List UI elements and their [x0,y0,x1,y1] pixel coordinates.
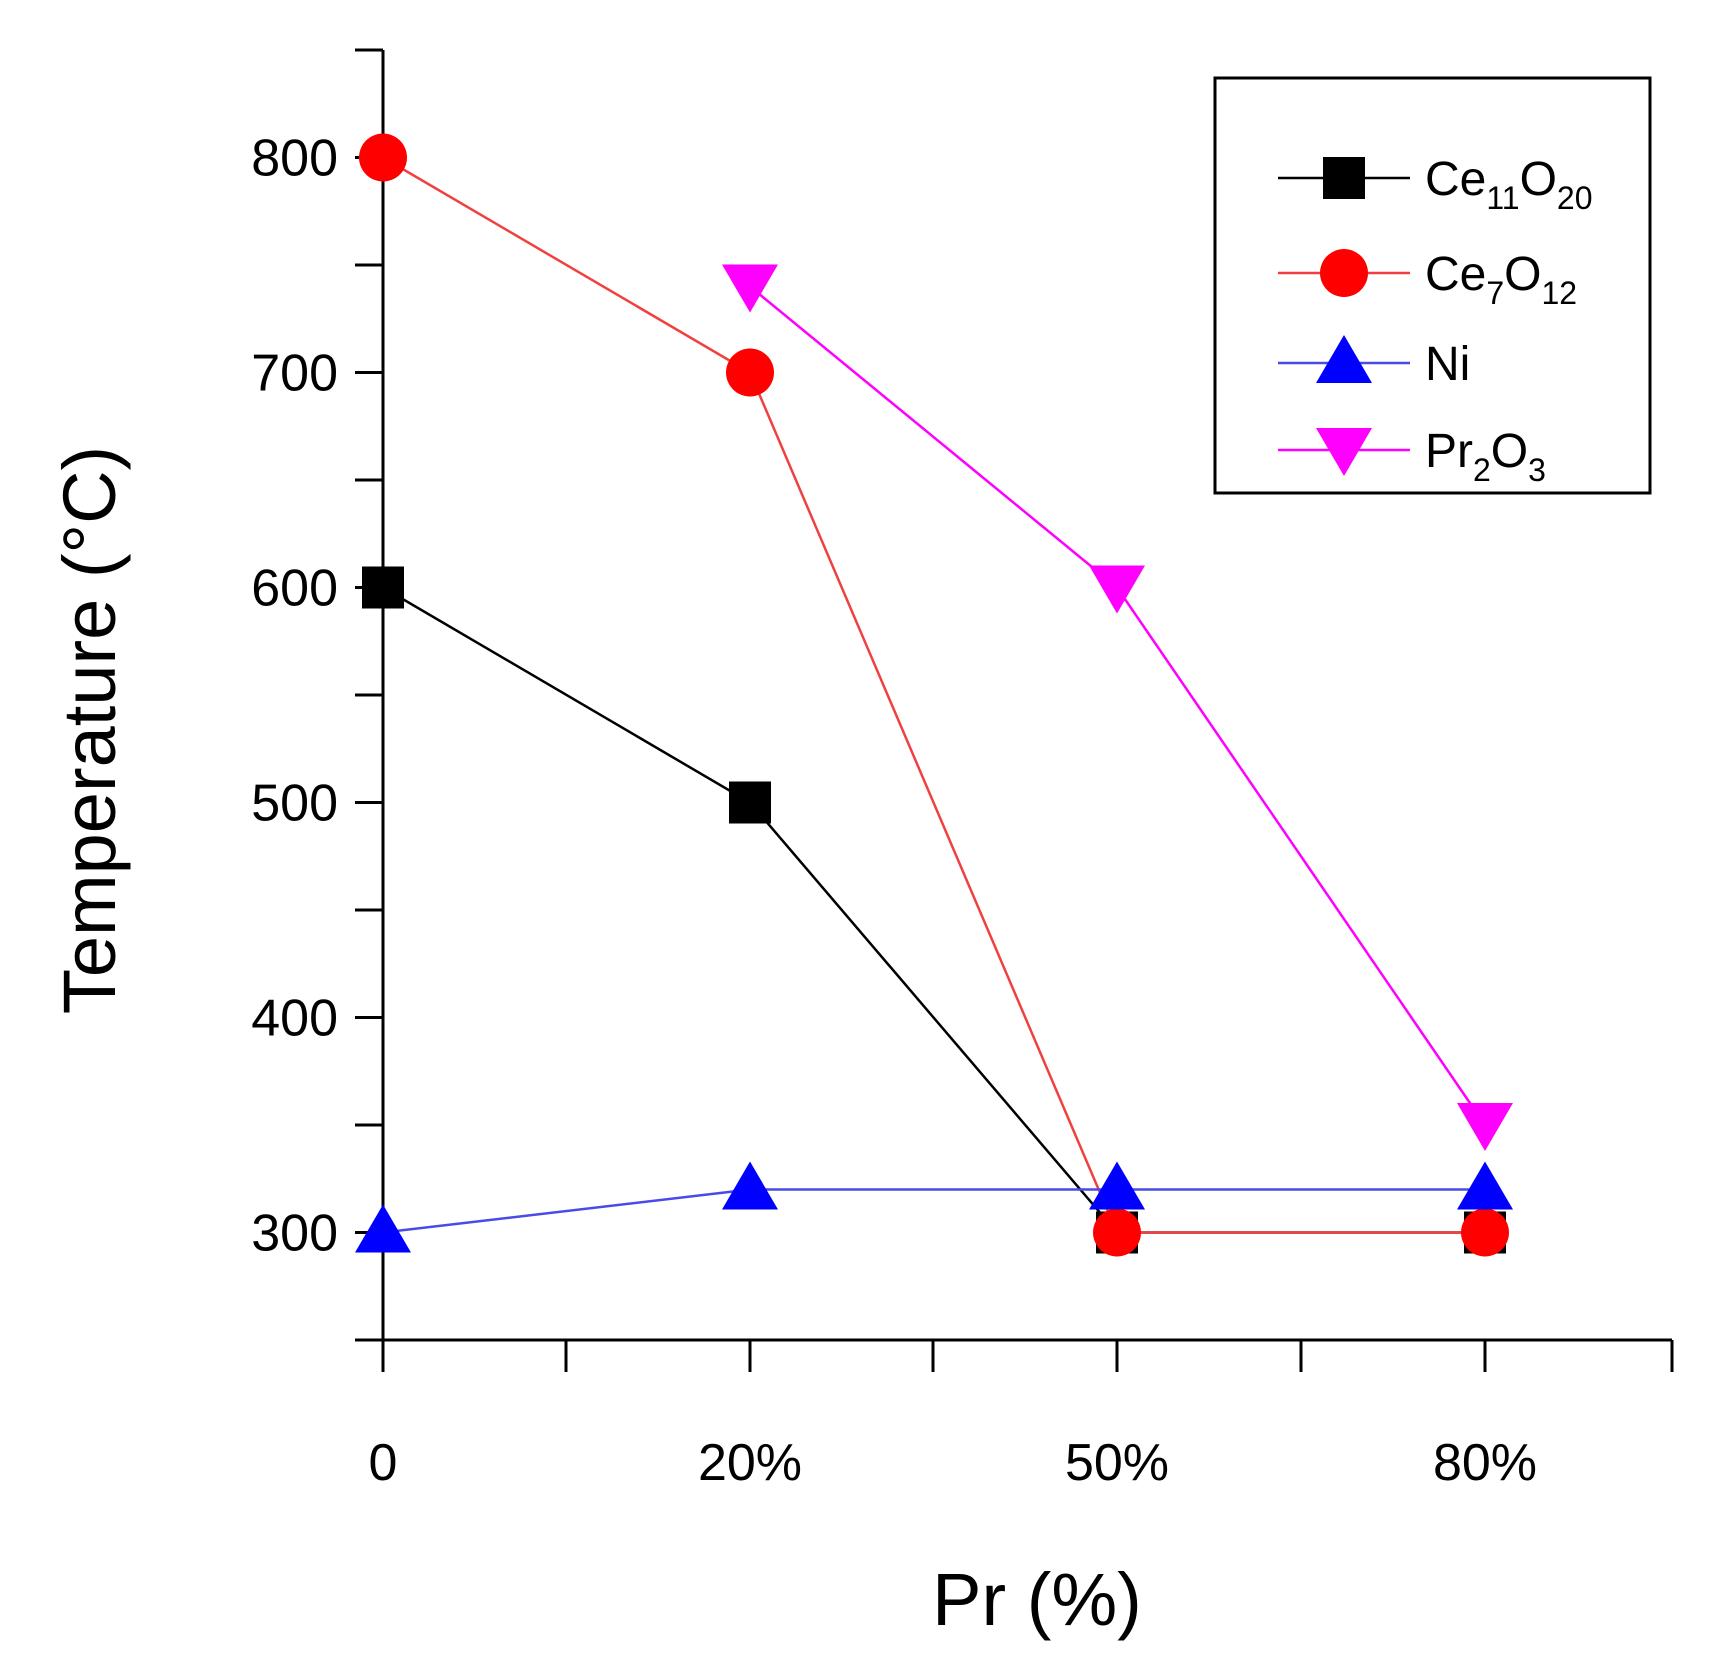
legend-subscript: 2 [1473,452,1491,488]
legend-marker-ni [1316,335,1372,383]
y-tick-label: 300 [251,1205,338,1263]
legend-subscript: 3 [1528,452,1546,488]
y-tick-label: 500 [251,775,338,833]
legend-label-ce7o12: Ce7O12 [1425,248,1577,311]
legend-subscript: 11 [1486,180,1519,216]
y-tick-label: 600 [251,560,338,618]
data-point-ni [1457,1161,1513,1210]
axes: 300 400 500 600 700 800 0 20% 50% 80% [251,48,1674,1492]
x-axis-title: Pr (%) [932,1558,1142,1641]
series-line-ni [382,1188,1485,1234]
series-markers [355,133,1513,1257]
x-tick-label: 50% [1065,1434,1169,1492]
data-point-ni [722,1161,778,1210]
legend-marker-ce7o12 [1320,249,1368,297]
data-point-pr2o3 [722,264,778,313]
legend-subscript: 12 [1542,275,1578,311]
data-point-ce7o12 [1461,1208,1509,1257]
data-point-ni [355,1204,411,1253]
legend-label-ni: Ni [1425,338,1470,391]
y-tick-label: 700 [251,345,338,403]
y-axis-title: Temperature (°C) [48,446,131,1014]
legend-text: O [1491,425,1528,478]
x-tick-label: 20% [698,1434,802,1492]
data-point-pr2o3 [1457,1103,1513,1151]
legend-marker-pr2o3 [1316,428,1372,476]
legend-text: Ce [1425,248,1486,301]
data-point-pr2o3 [1089,565,1145,614]
legend-subscript: 7 [1486,275,1504,311]
y-tick-label: 800 [251,130,338,188]
legend-marker-ce11o20 [1323,157,1365,199]
legend-text: O [1504,248,1541,301]
data-point-ce7o12 [1093,1208,1141,1257]
x-tick-label: 80% [1433,1434,1537,1492]
series-line-ce7o12 [382,156,1485,1234]
legend-text: Ce [1425,153,1486,206]
legend-text: Ni [1425,338,1470,391]
data-point-ce7o12 [726,348,774,397]
data-point-ni [1089,1161,1145,1210]
legend-subscript: 20 [1557,180,1593,216]
x-tick-label: 0 [369,1434,398,1492]
series-line-ce11o20 [382,586,1485,1234]
data-point-ce7o12 [359,133,407,182]
legend-text: O [1520,153,1557,206]
data-point-ce11o20 [729,781,771,824]
legend-text: Pr [1425,425,1473,478]
data-point-ce11o20 [362,566,404,609]
legend-label-pr2o3: Pr2O3 [1425,425,1546,488]
legend-box [1213,76,1652,495]
y-tick-label: 400 [251,990,338,1048]
legend-label-ce11o20: Ce11O20 [1425,153,1593,216]
